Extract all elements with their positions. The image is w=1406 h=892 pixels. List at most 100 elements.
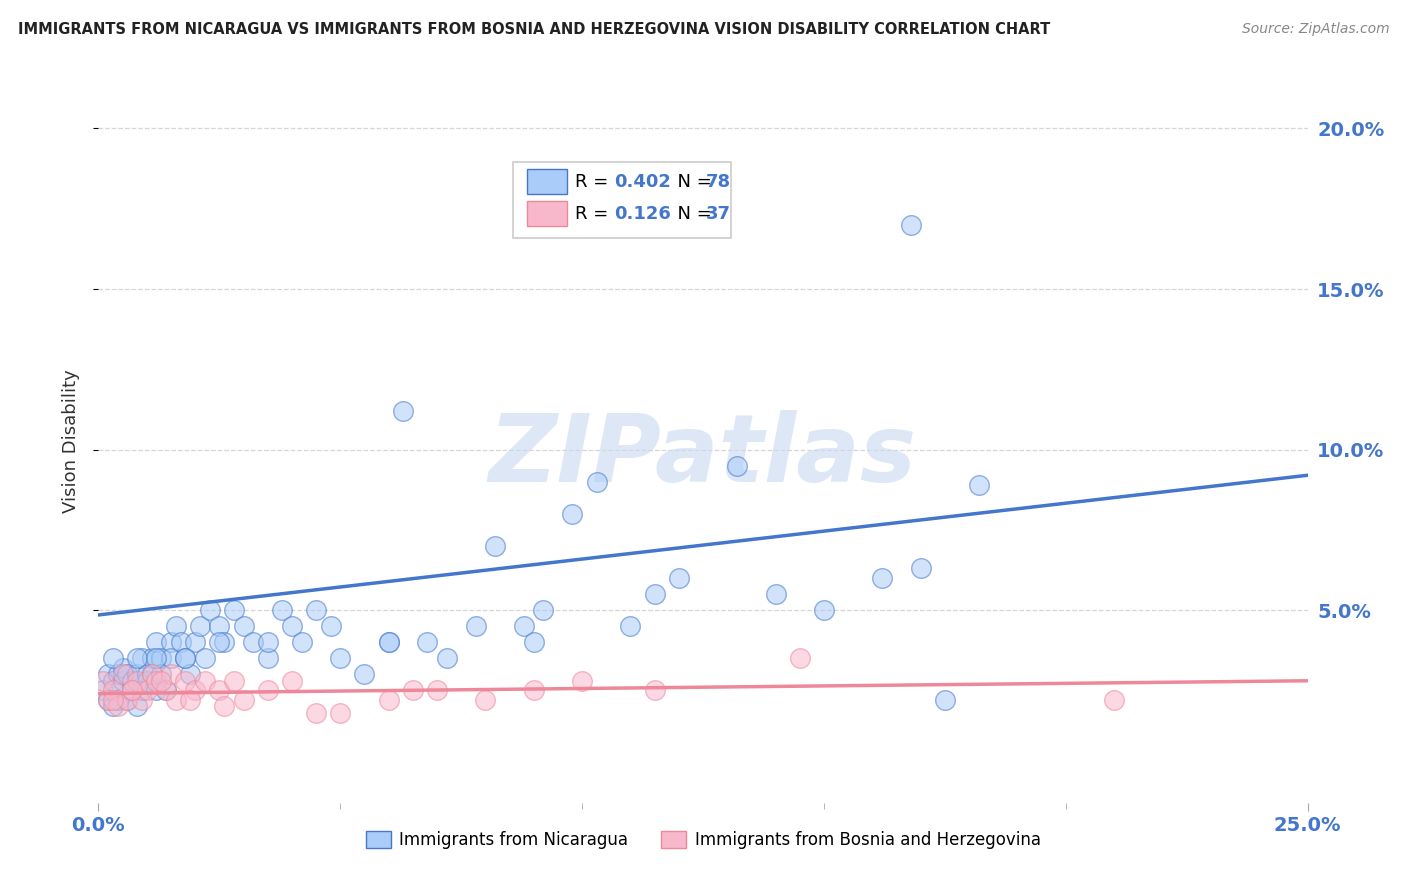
Point	[117, 667, 139, 681]
Point	[145, 673, 167, 688]
Point	[571, 673, 593, 688]
Point	[256, 635, 278, 649]
Point	[644, 683, 666, 698]
Point	[329, 706, 352, 720]
Point	[101, 699, 124, 714]
Point	[141, 667, 163, 681]
Point	[910, 561, 932, 575]
Point	[184, 635, 207, 649]
Point	[416, 635, 439, 649]
Point	[232, 619, 254, 633]
Point	[174, 651, 197, 665]
Point	[174, 673, 197, 688]
Point	[290, 635, 312, 649]
Point	[967, 478, 990, 492]
Text: N =: N =	[666, 205, 718, 223]
Point	[934, 693, 956, 707]
Point	[198, 603, 221, 617]
Point	[101, 683, 124, 698]
Point	[212, 699, 235, 714]
Point	[107, 699, 129, 714]
Point	[353, 667, 375, 681]
Point	[145, 651, 167, 665]
Point	[392, 404, 415, 418]
Point	[160, 635, 183, 649]
Point	[242, 635, 264, 649]
Point	[131, 683, 153, 698]
Text: 0.126: 0.126	[614, 205, 671, 223]
Point	[319, 619, 342, 633]
Point	[121, 683, 143, 698]
Point	[97, 693, 120, 707]
Text: ZIPatlas: ZIPatlas	[489, 410, 917, 502]
Point	[174, 651, 197, 665]
Point	[131, 651, 153, 665]
Point	[165, 693, 187, 707]
Text: 78: 78	[706, 173, 731, 191]
Point	[101, 651, 124, 665]
Y-axis label: Vision Disability: Vision Disability	[62, 369, 80, 514]
Point	[870, 571, 893, 585]
Point	[668, 571, 690, 585]
Point	[91, 683, 114, 698]
Point	[222, 603, 245, 617]
Point	[121, 683, 143, 698]
Point	[150, 651, 173, 665]
Point	[91, 673, 114, 688]
Point	[111, 667, 134, 681]
Point	[484, 539, 506, 553]
Point	[127, 651, 149, 665]
Point	[107, 667, 129, 681]
Point	[97, 667, 120, 681]
Point	[585, 475, 607, 489]
Point	[765, 587, 787, 601]
Point	[725, 458, 748, 473]
Point	[145, 635, 167, 649]
Point	[150, 667, 173, 681]
Point	[426, 683, 449, 698]
Point	[789, 651, 811, 665]
Point	[145, 683, 167, 698]
Point	[464, 619, 486, 633]
Point	[644, 587, 666, 601]
Point	[135, 683, 157, 698]
Point	[329, 651, 352, 665]
Point	[141, 651, 163, 665]
Point	[135, 673, 157, 688]
Point	[1102, 693, 1125, 707]
Point	[194, 673, 217, 688]
Text: R =: R =	[575, 205, 620, 223]
Point	[117, 693, 139, 707]
Point	[111, 673, 134, 688]
Point	[474, 693, 496, 707]
Point	[179, 693, 201, 707]
Text: 0.402: 0.402	[614, 173, 671, 191]
Point	[900, 218, 922, 232]
Point	[281, 673, 304, 688]
Text: 37: 37	[706, 205, 731, 223]
Point	[256, 651, 278, 665]
Point	[208, 619, 231, 633]
Point	[212, 635, 235, 649]
Point	[127, 667, 149, 681]
Point	[402, 683, 425, 698]
Point	[561, 507, 583, 521]
Point	[436, 651, 458, 665]
Point	[305, 603, 328, 617]
Point	[127, 699, 149, 714]
Point	[127, 673, 149, 688]
Point	[131, 693, 153, 707]
Point	[377, 635, 399, 649]
Point	[281, 619, 304, 633]
Point	[97, 693, 120, 707]
Text: IMMIGRANTS FROM NICARAGUA VS IMMIGRANTS FROM BOSNIA AND HERZEGOVINA VISION DISAB: IMMIGRANTS FROM NICARAGUA VS IMMIGRANTS …	[18, 22, 1050, 37]
Point	[531, 603, 554, 617]
Point	[160, 651, 183, 665]
Text: N =: N =	[666, 173, 718, 191]
Point	[155, 683, 177, 698]
Point	[194, 651, 217, 665]
Point	[155, 683, 177, 698]
Point	[121, 673, 143, 688]
Point	[222, 673, 245, 688]
Point	[523, 683, 546, 698]
